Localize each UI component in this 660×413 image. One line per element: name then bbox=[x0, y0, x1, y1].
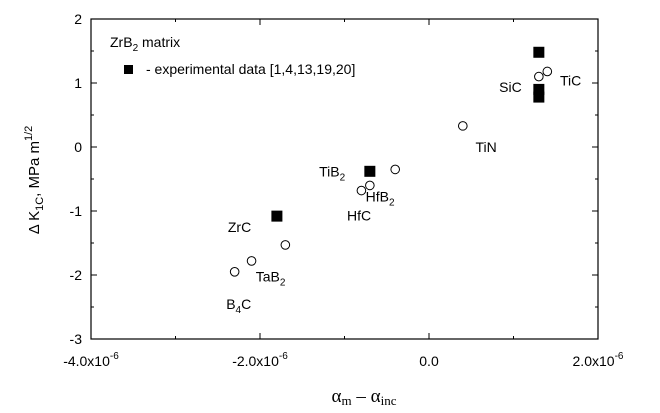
legend-entry-text: - experimental data [1,4,13,19,20] bbox=[146, 61, 355, 77]
legend-title: ZrB2 matrix bbox=[110, 34, 180, 54]
data-point-circle-1 bbox=[246, 256, 257, 266]
data-point-circle-2 bbox=[280, 240, 291, 250]
y-tick-labels: 2 1 0 -1 -2 -3 bbox=[70, 11, 83, 347]
y-axis-label: Δ K1C, MPa m1/2 bbox=[23, 126, 46, 235]
data-point-square-2 bbox=[533, 46, 545, 58]
annotation-tic: TiC bbox=[560, 72, 581, 88]
data-point-square-0 bbox=[271, 210, 283, 222]
x-tick-label-0: -4.0x10-6 bbox=[63, 351, 119, 369]
annotation-hfc: HfC bbox=[347, 207, 371, 223]
data-point-circle-3 bbox=[356, 185, 367, 196]
x-tick-label-1: -2.0x10-6 bbox=[232, 351, 288, 369]
y-tick-label-3: -1 bbox=[70, 203, 83, 219]
annotation-tib2: TiB2 bbox=[319, 163, 345, 183]
annotation-tab2: TaB2 bbox=[256, 268, 286, 288]
legend-marker-square bbox=[124, 65, 133, 74]
data-point-square-3 bbox=[533, 83, 545, 95]
data-point-square-1 bbox=[364, 165, 376, 177]
data-point-square-4 bbox=[533, 91, 545, 103]
data-point-circle-6 bbox=[458, 121, 468, 131]
y-tick-label-4: -2 bbox=[70, 267, 83, 283]
data-points bbox=[229, 46, 553, 277]
y-tick-label-1: 1 bbox=[74, 75, 82, 91]
annotation-sic: SiC bbox=[499, 79, 522, 95]
data-point-circle-7 bbox=[534, 71, 544, 82]
y-tick-label-2: 0 bbox=[74, 139, 82, 155]
x-axis-label: αm – αinc bbox=[332, 386, 397, 408]
annotation-hfb2: HfB2 bbox=[366, 188, 395, 208]
legend: ZrB2 matrix - experimental data [1,4,13,… bbox=[110, 34, 355, 77]
data-point-circle-4 bbox=[365, 180, 375, 191]
annotation-zrc: ZrC bbox=[228, 219, 251, 235]
x-tick-labels: -4.0x10-6 -2.0x10-6 0.0 2.0x10-6 bbox=[63, 351, 624, 369]
annotation-tin: TiN bbox=[475, 139, 496, 155]
data-point-circle-8 bbox=[542, 66, 553, 77]
x-tick-label-3: 2.0x10-6 bbox=[573, 351, 624, 369]
axis-ticks bbox=[90, 18, 599, 340]
y-tick-label-0: 2 bbox=[74, 11, 82, 27]
data-point-circle-5 bbox=[390, 164, 401, 175]
x-tick-label-2: 0.0 bbox=[419, 353, 439, 369]
y-tick-label-5: -3 bbox=[70, 331, 83, 347]
data-point-circle-0 bbox=[229, 267, 240, 277]
annotation-b4c: B4C bbox=[226, 296, 251, 316]
